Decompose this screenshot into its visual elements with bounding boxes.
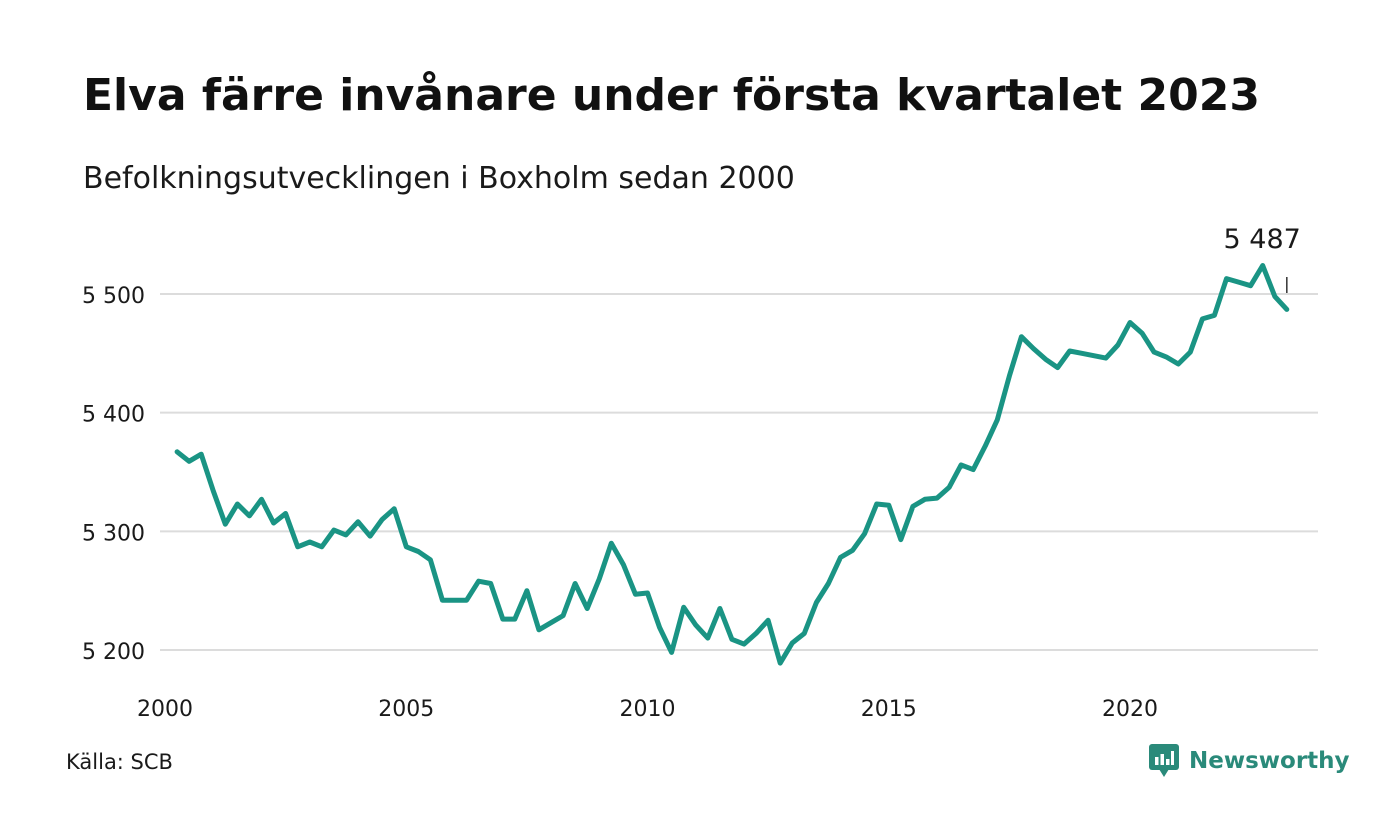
series-line bbox=[174, 263, 1290, 666]
chart-title: Elva färre invånare under första kvartal… bbox=[83, 70, 1260, 121]
newsworthy-logo[interactable]: Newsworthy bbox=[1149, 744, 1350, 778]
x-axis: 2000 2005 2010 2015 2020 bbox=[137, 697, 1158, 722]
y-tick-label: 5 200 bbox=[82, 640, 145, 665]
chart-subtitle: Befolkningsutvecklingen i Boxholm sedan … bbox=[83, 161, 795, 196]
y-tick-label: 5 500 bbox=[82, 284, 145, 309]
x-tick-label: 2000 bbox=[137, 697, 193, 722]
source-note: Källa: SCB bbox=[66, 750, 173, 774]
last-value-label: 5 487 bbox=[1224, 224, 1301, 255]
x-tick-label: 2010 bbox=[620, 697, 676, 722]
annotation-layer: 5 487 bbox=[1224, 224, 1301, 293]
y-tick-label: 5 400 bbox=[82, 403, 145, 428]
x-tick-label: 2005 bbox=[378, 697, 434, 722]
newsworthy-logo-icon bbox=[1149, 744, 1179, 777]
y-axis: 5 200 5 300 5 400 5 500 bbox=[82, 284, 145, 665]
series-layer bbox=[174, 263, 1290, 666]
y-tick-label: 5 300 bbox=[82, 521, 145, 546]
newsworthy-logo-text: Newsworthy bbox=[1189, 748, 1350, 774]
grid-layer bbox=[160, 293, 1318, 651]
x-tick-label: 2020 bbox=[1102, 697, 1158, 722]
x-tick-label: 2015 bbox=[861, 697, 917, 722]
